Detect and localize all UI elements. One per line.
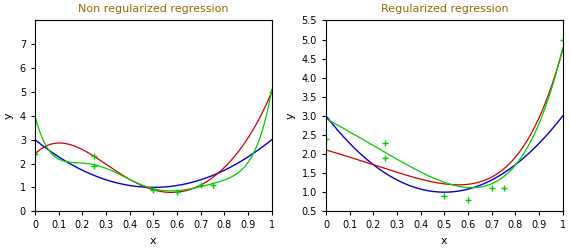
Title: Regularized regression: Regularized regression <box>381 4 508 14</box>
X-axis label: x: x <box>441 236 447 246</box>
Y-axis label: y: y <box>4 112 14 119</box>
X-axis label: x: x <box>150 236 157 246</box>
Y-axis label: y: y <box>286 112 296 119</box>
Title: Non regularized regression: Non regularized regression <box>78 4 229 14</box>
